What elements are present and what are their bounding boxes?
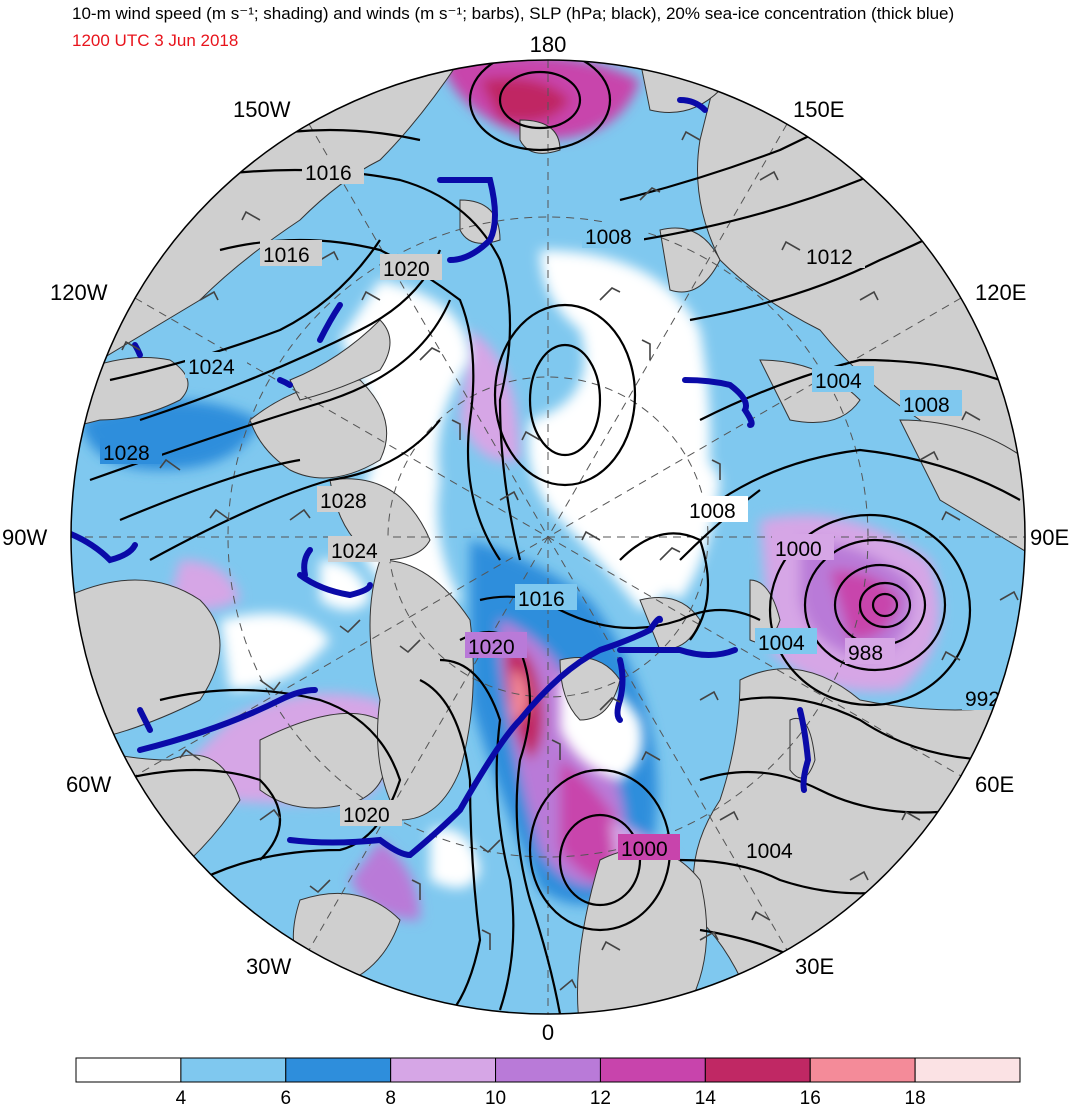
isobar-label: 1008 (903, 394, 950, 417)
lon-label-30e: 30E (795, 954, 834, 979)
colorbar-tick-label: 6 (280, 1088, 291, 1106)
lon-label-180: 180 (530, 32, 567, 57)
colorbar-bin (599, 1057, 706, 1083)
isobar-label: 1024 (331, 540, 378, 563)
lon-label-30w: 30W (246, 954, 291, 979)
colorbar: 4 6 8 10 12 14 16 18 (75, 1057, 1021, 1106)
isobar-label: 1004 (815, 370, 862, 393)
colorbar-tick-label: 16 (800, 1088, 821, 1106)
isobar-label: 1020 (343, 804, 390, 827)
colorbar-bin (914, 1057, 1021, 1083)
colorbar-tick-label: 14 (695, 1088, 717, 1106)
lon-label-150e: 150E (793, 97, 844, 122)
lon-label-60e: 60E (975, 772, 1014, 797)
colorbar-bin (390, 1057, 497, 1083)
isobar-labels: 1016 1016 1020 1024 1028 1028 1024 1008 … (100, 158, 1012, 863)
wind-barbs (121, 130, 1019, 991)
isobar-label: 1028 (320, 490, 367, 513)
colorbar-tick-label: 12 (590, 1088, 611, 1106)
valid-time: 1200 UTC 3 Jun 2018 (72, 31, 239, 50)
colorbar-bin (75, 1057, 182, 1083)
isobar-label: 1016 (518, 588, 565, 611)
sea-ice-edge (71, 97, 812, 859)
isobar-label: 1004 (746, 840, 793, 863)
isobar-label: 988 (848, 642, 883, 665)
colorbar-bin (180, 1057, 287, 1083)
isobar-label: 1012 (806, 246, 853, 269)
isobar-label: 1016 (263, 244, 310, 267)
longitude-labels: 180 150E 120E 90E 60E 30E 0 30W 60W 90W … (2, 32, 1069, 1045)
lon-label-0: 0 (542, 1020, 554, 1045)
colorbar-bin (704, 1057, 811, 1083)
map-border (70, 59, 1026, 1015)
lon-label-120e: 120E (975, 280, 1026, 305)
isobar-label: 1004 (758, 632, 805, 655)
isobar-label: 992 (965, 688, 1000, 711)
isobar-label: 1024 (188, 356, 235, 379)
map-title: 10-m wind speed (m s⁻¹; shading) and win… (72, 4, 955, 23)
lon-label-150w: 150W (233, 97, 291, 122)
colorbar-tick-label: 18 (905, 1088, 926, 1106)
isobar-label: 1000 (621, 838, 668, 861)
colorbar-bin (809, 1057, 916, 1083)
isobar-label: 1020 (468, 636, 515, 659)
isobar-label: 1020 (383, 258, 430, 281)
lon-label-90w: 90W (2, 525, 47, 550)
colorbar-bin (495, 1057, 601, 1083)
isobar-label: 1008 (585, 226, 632, 249)
colorbar-tick-label: 10 (485, 1088, 506, 1106)
isobar-label: 1000 (775, 538, 822, 561)
colorbar-bin (285, 1057, 392, 1083)
isobar-label: 1008 (689, 500, 736, 523)
colorbar-tick-label: 8 (385, 1088, 396, 1106)
isobar-label: 1028 (103, 442, 150, 465)
lon-label-90e: 90E (1030, 525, 1069, 550)
colorbar-tick-label: 4 (176, 1088, 187, 1106)
isobar-label: 1016 (305, 162, 352, 185)
map-disc: 1016 1016 1020 1024 1028 1028 1024 1008 … (71, 60, 1025, 1014)
lon-label-120w: 120W (50, 280, 108, 305)
lon-label-60w: 60W (66, 772, 111, 797)
